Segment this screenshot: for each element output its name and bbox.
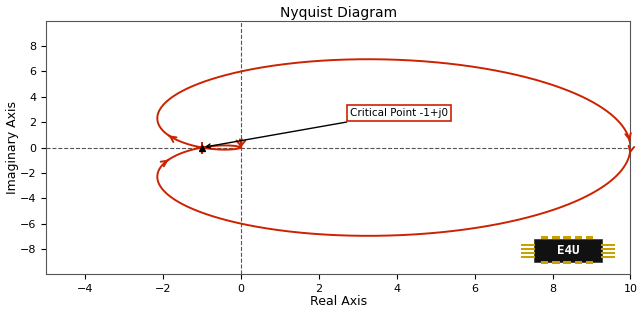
- Bar: [552, 236, 559, 239]
- Bar: [521, 244, 536, 246]
- Y-axis label: Imaginary Axis: Imaginary Axis: [6, 101, 19, 194]
- Bar: [586, 236, 593, 239]
- Text: Critical Point -1+j0: Critical Point -1+j0: [206, 108, 448, 148]
- Bar: [601, 256, 615, 258]
- Bar: [541, 236, 548, 239]
- Bar: [575, 261, 582, 264]
- Text: E4U: E4U: [557, 244, 579, 257]
- Bar: [586, 261, 593, 264]
- Bar: [541, 261, 548, 264]
- Bar: [563, 236, 571, 239]
- FancyBboxPatch shape: [534, 239, 602, 262]
- Bar: [552, 261, 559, 264]
- Bar: [521, 248, 536, 250]
- Bar: [563, 261, 571, 264]
- Bar: [601, 252, 615, 254]
- Bar: [601, 248, 615, 250]
- Title: Nyquist Diagram: Nyquist Diagram: [280, 6, 397, 19]
- Bar: [601, 244, 615, 246]
- X-axis label: Real Axis: Real Axis: [310, 295, 367, 308]
- Bar: [521, 256, 536, 258]
- Bar: [575, 236, 582, 239]
- Bar: [521, 252, 536, 254]
